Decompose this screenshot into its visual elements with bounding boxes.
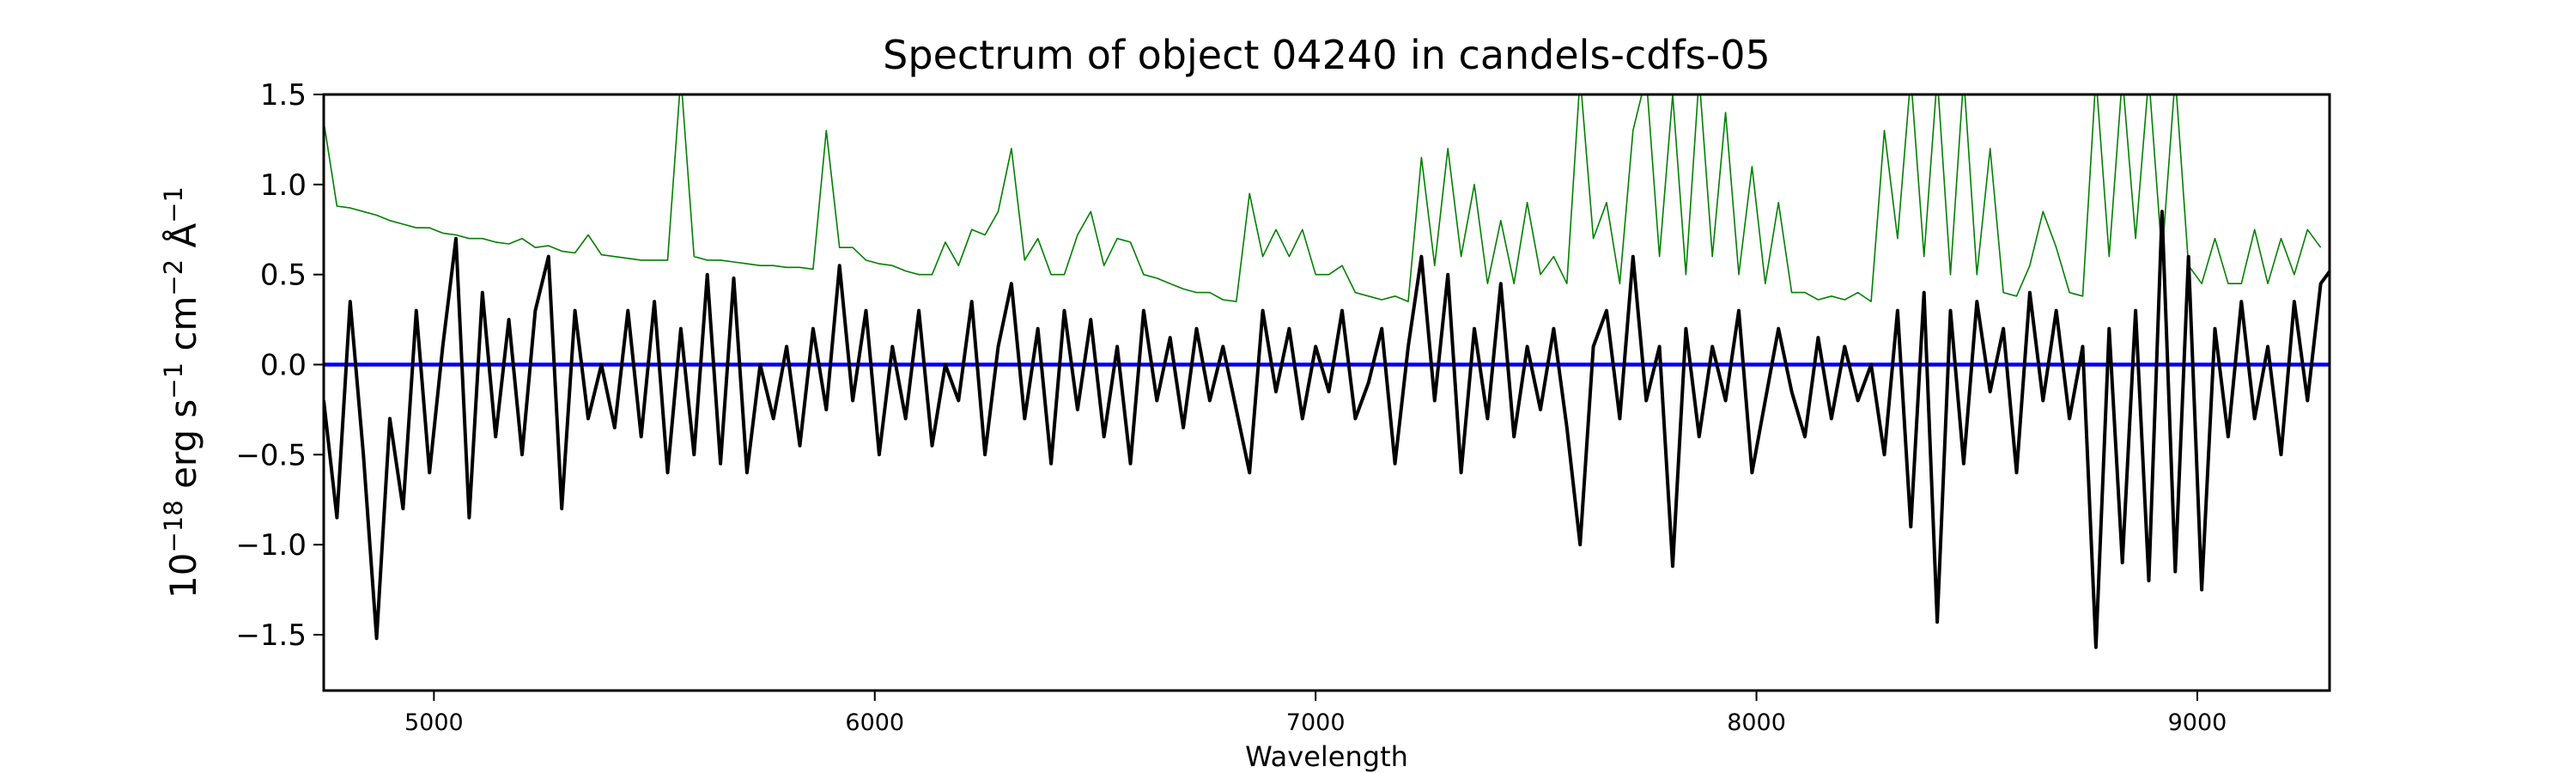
y-tick-label: 0.5 <box>260 259 307 293</box>
chart-title: Spectrum of object 04240 in candels-cdfs… <box>883 32 1771 78</box>
series-line-error <box>324 94 2322 302</box>
y-tick-label: 1.0 <box>260 168 307 203</box>
ylabel-base: 10 <box>162 553 204 599</box>
ylabel-exp1: −18 <box>159 500 188 552</box>
x-tick-label: 8000 <box>1727 709 1786 736</box>
ylabel-t3: Å <box>161 223 204 259</box>
ylabel-exp3: −2 <box>159 259 188 296</box>
ylabel-exp4: −1 <box>159 186 188 223</box>
ylabel-exp2: −1 <box>159 362 188 399</box>
series-line-flux <box>324 210 2330 649</box>
y-axis-label: 10−18 erg s−1 cm−2 Å−1 <box>159 186 204 599</box>
y-tick-label: 1.5 <box>260 78 307 113</box>
axis-ticks: 5000 6000 7000 8000 9000 −1.5 −1.0 −0.5 0.0 0.5 1.… <box>235 78 2227 736</box>
plot-frame <box>322 93 2331 692</box>
series-layer <box>324 94 2330 649</box>
y-tick-label: −1.0 <box>235 528 307 563</box>
ylabel-t1: erg s <box>162 399 204 501</box>
x-tick-label: 7000 <box>1286 709 1346 736</box>
x-tick-label: 9000 <box>2168 709 2227 736</box>
x-tick-label: 6000 <box>845 709 904 736</box>
y-tick-label: 0.0 <box>260 349 307 383</box>
y-tick-label: −0.5 <box>235 438 307 472</box>
x-axis-label: Wavelength <box>1245 740 1408 773</box>
y-tick-label: −1.5 <box>235 618 307 653</box>
x-tick-label: 5000 <box>404 709 464 736</box>
ylabel-t2: cm <box>162 296 204 362</box>
